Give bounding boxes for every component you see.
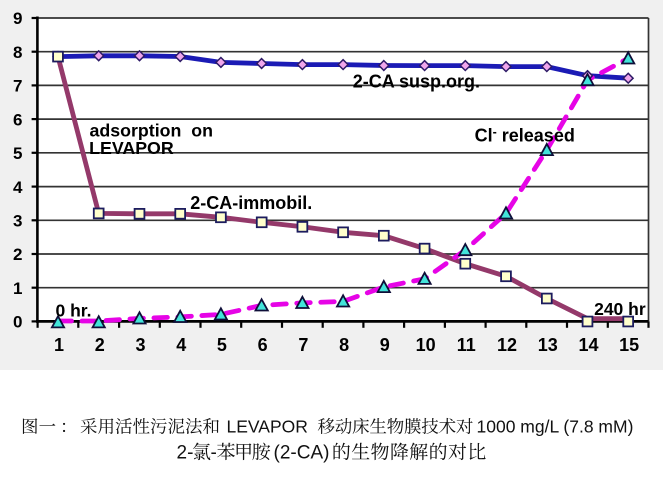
svg-text:LEVAPOR: LEVAPOR [227,417,308,437]
svg-text:11: 11 [457,335,476,355]
svg-text:adsorption on: adsorption on [90,120,213,140]
svg-text:8: 8 [339,335,349,355]
svg-text:12: 12 [497,335,517,355]
svg-text:6: 6 [13,110,22,129]
svg-text:6: 6 [258,335,268,355]
svg-text:1000 mg/L (7.8 mM): 1000 mg/L (7.8 mM) [477,417,634,437]
svg-text:7: 7 [298,335,308,355]
svg-text:3: 3 [13,212,22,231]
svg-text:1: 1 [13,279,22,298]
svg-text:2: 2 [13,245,22,264]
svg-text:(2-CA): (2-CA) [274,443,330,464]
svg-text:2-CA susp.org.: 2-CA susp.org. [353,72,480,92]
svg-text:15: 15 [619,335,639,355]
svg-text:10: 10 [416,335,436,355]
svg-text:13: 13 [538,335,558,355]
svg-text:9: 9 [380,335,390,355]
svg-text:4: 4 [176,335,186,355]
svg-text:9: 9 [13,9,22,28]
svg-text:8: 8 [13,43,22,62]
svg-text:Cl- released: Cl- released [475,125,575,145]
svg-text:2-: 2- [177,443,194,464]
svg-text:4: 4 [13,178,23,197]
svg-text:-: - [211,443,217,464]
svg-text:2: 2 [95,335,105,355]
svg-text:5: 5 [13,144,22,163]
svg-text:LEVAPOR: LEVAPOR [89,138,174,158]
svg-text:14: 14 [578,335,598,355]
svg-text:0: 0 [13,313,22,332]
svg-text:1: 1 [54,335,64,355]
svg-text:2-CA-immobil.: 2-CA-immobil. [190,193,312,213]
svg-text:0 hr.: 0 hr. [56,301,92,321]
svg-text:5: 5 [217,335,227,355]
svg-text:7: 7 [13,77,22,96]
svg-text:3: 3 [135,335,145,355]
svg-text:240 hr: 240 hr [594,299,646,319]
